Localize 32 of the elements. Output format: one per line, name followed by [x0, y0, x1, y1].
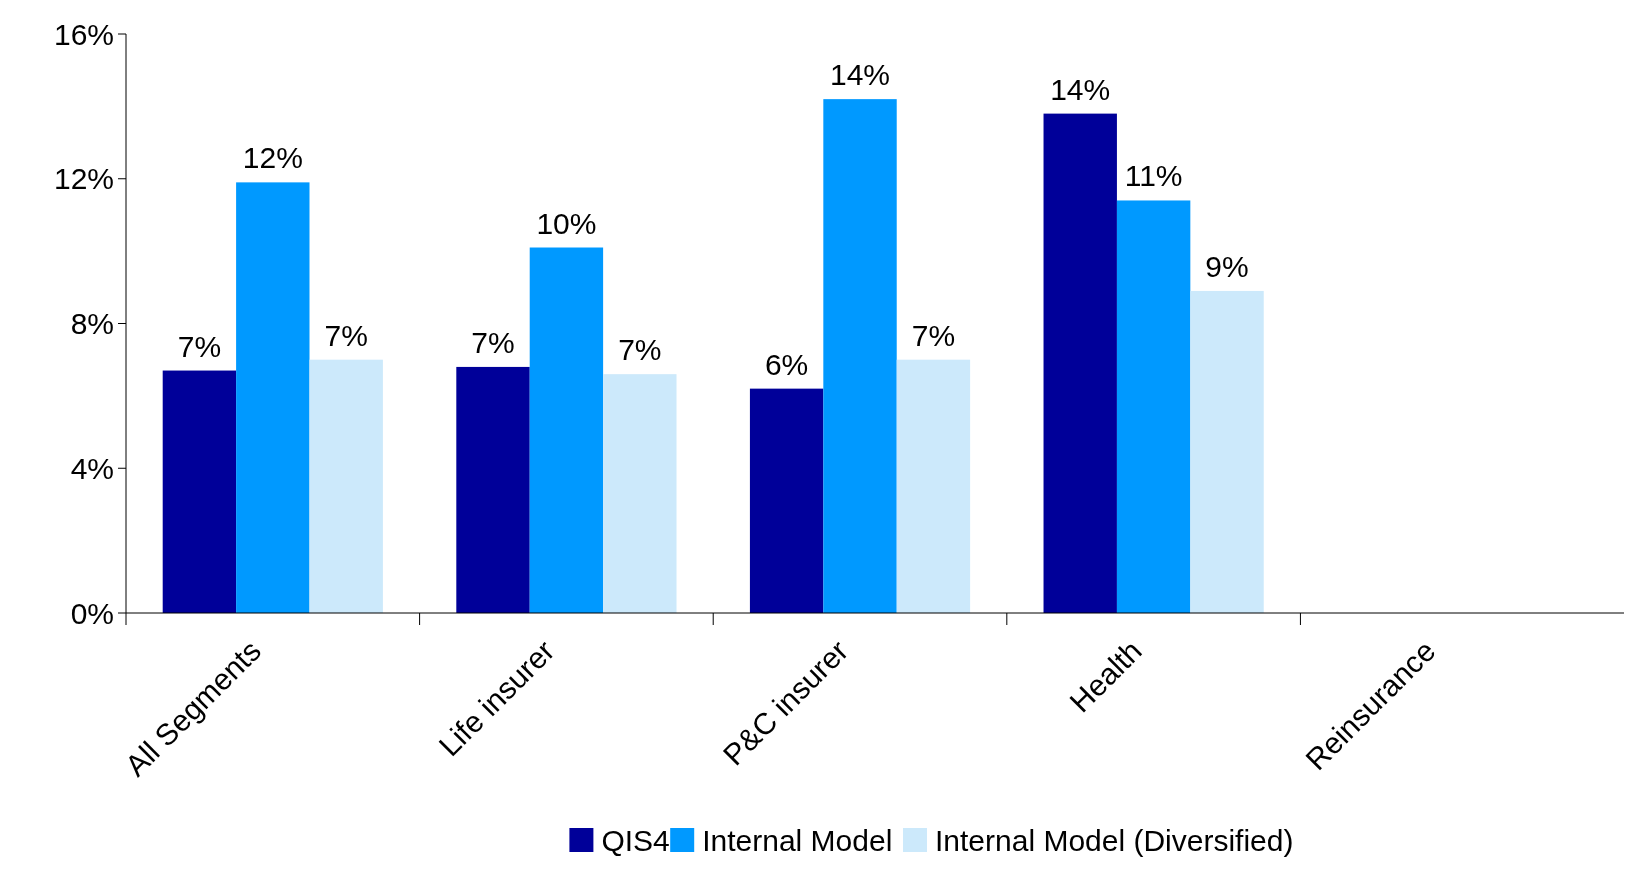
data-label: 6%: [764, 347, 809, 381]
bar: [529, 247, 604, 613]
y-tick-label: 12%: [53, 162, 114, 196]
bar: [309, 359, 383, 613]
data-label: 7%: [324, 318, 368, 352]
y-tick-label: 4%: [70, 451, 114, 485]
legend-label: QIS4: [601, 823, 670, 857]
bar: [823, 99, 897, 613]
data-label: 9%: [1205, 249, 1249, 283]
data-label: 7%: [911, 318, 956, 352]
bar: [749, 388, 824, 613]
data-label: 12%: [242, 141, 303, 175]
legend-label: Internal Model (Diversified): [935, 823, 1294, 857]
bar: [162, 370, 237, 613]
y-tick-label: 8%: [70, 307, 114, 340]
bar: [896, 359, 971, 613]
y-tick-label: 0%: [70, 596, 114, 630]
data-label: 7%: [618, 333, 662, 367]
data-label: 14%: [1050, 72, 1111, 106]
data-label: 11%: [1124, 159, 1183, 193]
bar: [603, 374, 677, 613]
y-tick-label: 16%: [53, 17, 114, 51]
bar: [236, 182, 310, 613]
data-label: 14%: [830, 58, 891, 92]
data-label: 7%: [177, 329, 222, 363]
bar: [1043, 113, 1117, 613]
legend-label: Internal Model: [702, 823, 893, 857]
bar: [456, 366, 530, 613]
bar: [1116, 200, 1191, 613]
bar: [1190, 290, 1264, 613]
data-label: 7%: [471, 325, 515, 359]
data-label: 10%: [536, 206, 597, 240]
